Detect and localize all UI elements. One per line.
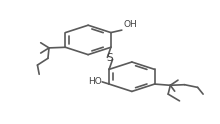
- Text: S: S: [107, 53, 113, 63]
- Text: OH: OH: [124, 20, 137, 29]
- Text: HO: HO: [88, 77, 101, 86]
